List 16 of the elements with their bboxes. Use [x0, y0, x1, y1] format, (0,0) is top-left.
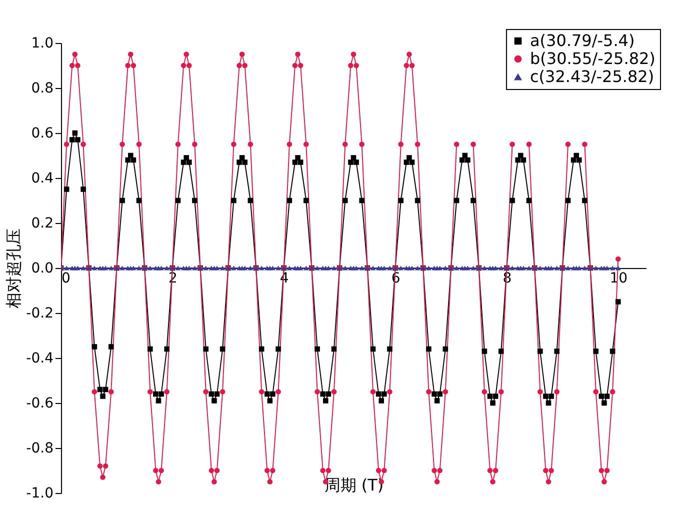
y-tick-label: -1.0: [26, 486, 54, 502]
y-tick-label: -0.2: [26, 306, 54, 322]
x-tick-label: 0: [62, 270, 70, 286]
y-tick-label: -0.6: [26, 396, 54, 412]
y-tick-label: 0.0: [31, 260, 54, 276]
y-tick-label: 0.8: [31, 80, 54, 96]
y-tick-label: -0.4: [26, 350, 54, 366]
y-tick-label: 0.6: [31, 126, 54, 142]
legend-label: a(30.79/-5.4): [530, 31, 635, 50]
y-tick-label: -0.8: [26, 440, 54, 456]
y-tick-label: 0.4: [31, 170, 54, 186]
legend-label: c(32.43/-25.82): [530, 67, 654, 86]
y-tick-label: 1.0: [31, 36, 54, 52]
y-tick-label: 0.2: [31, 216, 54, 232]
legend-label: b(30.55/-25.82): [530, 49, 656, 68]
y-axis-title: 相对超孔压: [4, 228, 24, 308]
